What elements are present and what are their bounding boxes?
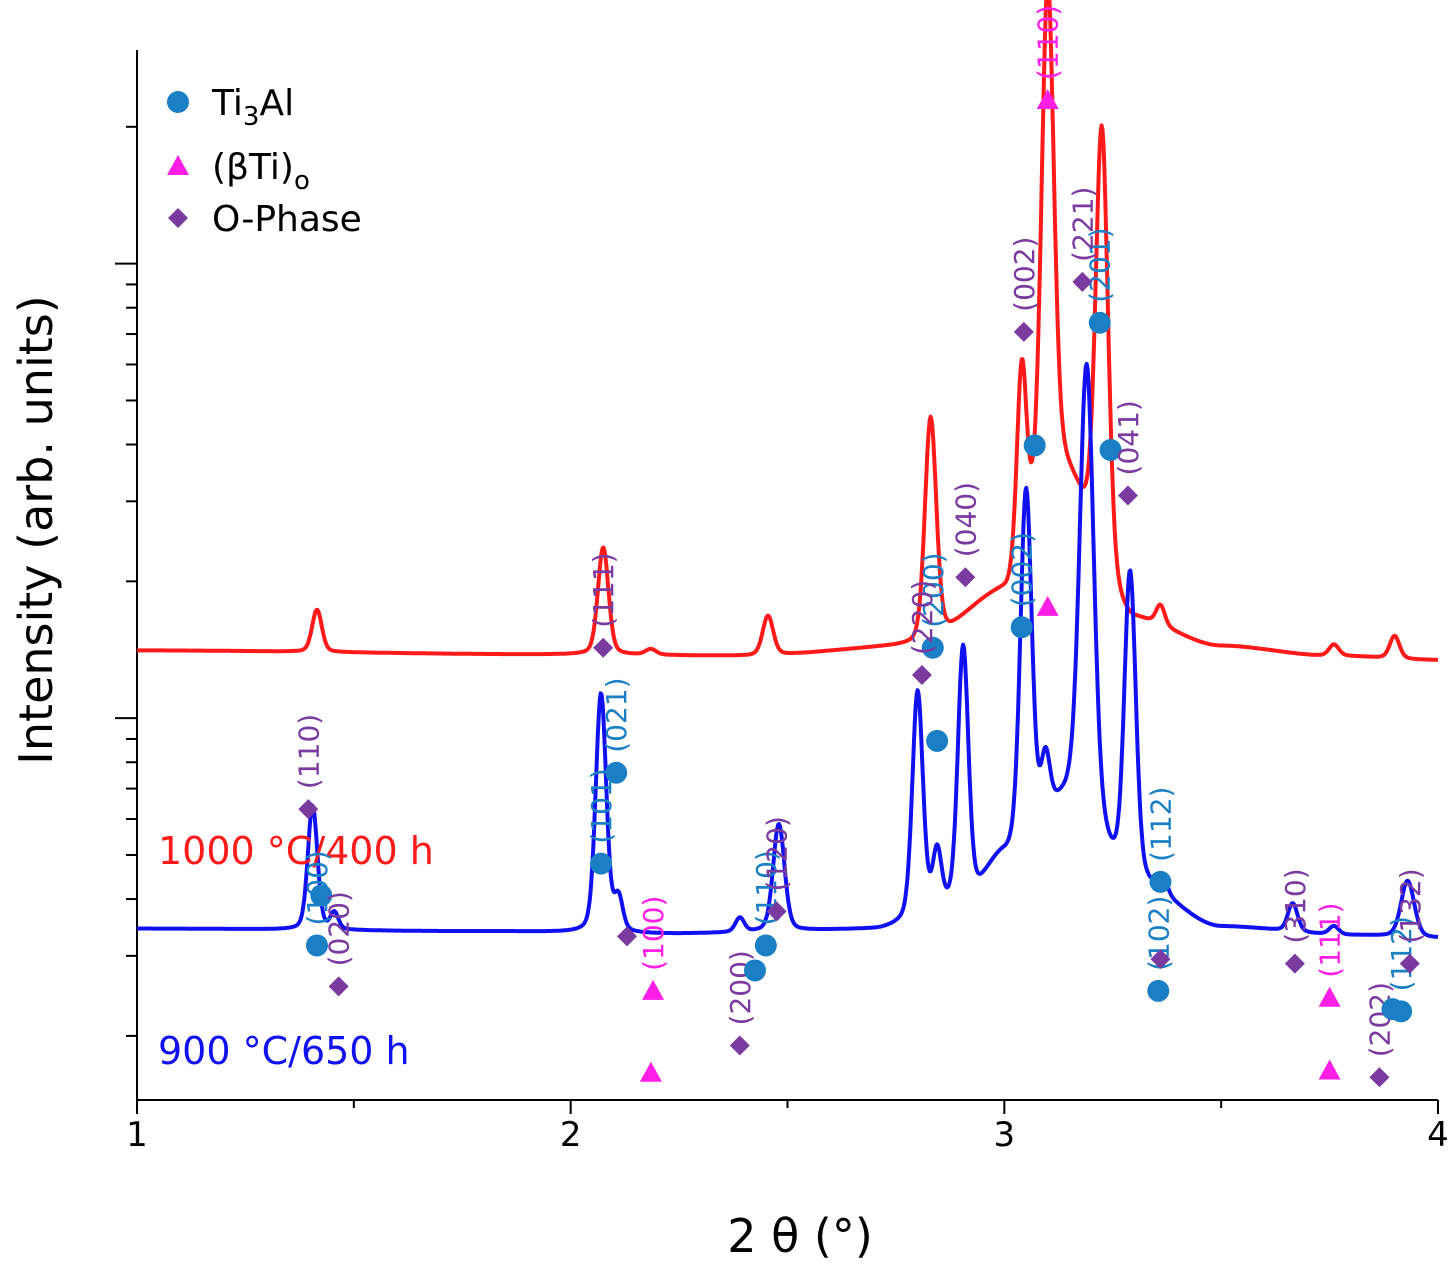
x-tick-label: 4: [1427, 1115, 1449, 1155]
marker-triangle: [1036, 89, 1059, 109]
marker-triangle: [167, 155, 189, 175]
peak-label: (132): [1394, 868, 1427, 943]
series-line-0: [135, 0, 1440, 662]
marker-diamond: [328, 976, 349, 997]
marker-circle: [605, 761, 628, 784]
marker-circle: [743, 959, 766, 982]
marker-diamond: [1284, 953, 1305, 974]
marker-circle: [1147, 979, 1170, 1002]
peak-label: (120): [761, 816, 794, 891]
peak-label: (201): [1084, 227, 1117, 302]
sample-label: 1000 °C/400 h: [158, 829, 434, 873]
marker-circle: [754, 934, 777, 957]
peak-label: (040): [949, 482, 982, 557]
peak-label: (002): [1006, 532, 1039, 607]
marker-diamond: [1369, 1067, 1390, 1088]
marker-diamond: [766, 901, 787, 922]
legend-subscript: o: [294, 166, 310, 196]
marker-diamond: [1072, 271, 1093, 292]
peak-label: (110): [1032, 5, 1065, 80]
axes: 1 2 3 4: [115, 50, 1449, 1155]
marker-diamond: [955, 567, 976, 588]
legend-subscript: 3: [243, 102, 260, 132]
marker-circle: [305, 934, 328, 957]
marker-diamond: [1013, 321, 1034, 342]
marker-circle: [590, 852, 613, 875]
series-layer: 1000 °C/400 h 900 °C/650 h: [135, 0, 1440, 1073]
marker-circle: [1088, 311, 1111, 334]
marker-circle: [921, 636, 944, 659]
peak-label: (112): [1144, 787, 1177, 862]
legend: Ti3Al (βTi)oO-Phase: [167, 83, 362, 240]
marker-diamond: [593, 637, 614, 658]
x-tick-label: 2: [560, 1115, 582, 1155]
marker-diamond: [1117, 485, 1138, 506]
legend-entry-1: (βTi)o: [212, 147, 310, 196]
peak-label: (112): [1385, 916, 1418, 991]
marker-circle: [926, 729, 949, 752]
legend-text-after: Al: [259, 83, 294, 124]
legend-text: O-Phase: [212, 199, 362, 240]
peak-label: (021): [600, 677, 633, 752]
legend-text: (βTi): [212, 147, 294, 188]
sample-label: 900 °C/650 h: [158, 1029, 410, 1073]
annotation-layer: (100)(101)(100)(110)(200)(002)(110)(201)…: [292, 5, 1427, 1088]
peak-label: (220): [906, 580, 939, 655]
legend-entry-0: Ti3Al: [211, 83, 294, 132]
peak-label: (110): [292, 714, 325, 789]
marker-circle: [1149, 870, 1172, 893]
peak-label: (310): [1279, 868, 1312, 943]
marker-circle: [1010, 616, 1033, 639]
series-line-1: [135, 361, 1440, 939]
peak-label: (111): [1314, 902, 1347, 977]
x-tick-label: 1: [126, 1115, 148, 1155]
marker-diamond: [1399, 953, 1420, 974]
peak-label: (041): [1112, 400, 1145, 475]
marker-diamond: [729, 1035, 750, 1056]
marker-diamond: [168, 208, 188, 228]
peak-label: (111): [587, 552, 620, 627]
peak-label: (100): [637, 896, 670, 971]
y-axis-title: Intensity (arb. units): [9, 295, 63, 764]
x-axis-title: 2 θ (°): [727, 1209, 873, 1263]
peak-label: (221): [1066, 187, 1099, 262]
marker-circle: [1099, 439, 1122, 461]
marker-triangle: [1036, 595, 1059, 616]
marker-triangle: [1318, 1059, 1341, 1080]
marker-triangle: [639, 1061, 662, 1082]
marker-diamond: [617, 926, 638, 947]
marker-circle: [1023, 434, 1046, 457]
marker-diamond: [298, 799, 319, 820]
peak-label: (200): [917, 552, 950, 627]
marker-circle: [1381, 998, 1404, 1021]
marker-circle: [167, 91, 189, 113]
marker-triangle: [1318, 986, 1341, 1007]
peak-label: (020): [323, 891, 356, 966]
marker-diamond: [1150, 949, 1171, 970]
peak-label: (002): [1008, 237, 1041, 312]
marker-triangle: [642, 979, 665, 1000]
marker-diamond: [911, 665, 932, 685]
x-tick-label: 3: [994, 1115, 1016, 1155]
marker-circle: [310, 884, 333, 907]
legend-entry-2: O-Phase: [212, 199, 362, 240]
legend-text: Ti: [211, 83, 243, 124]
